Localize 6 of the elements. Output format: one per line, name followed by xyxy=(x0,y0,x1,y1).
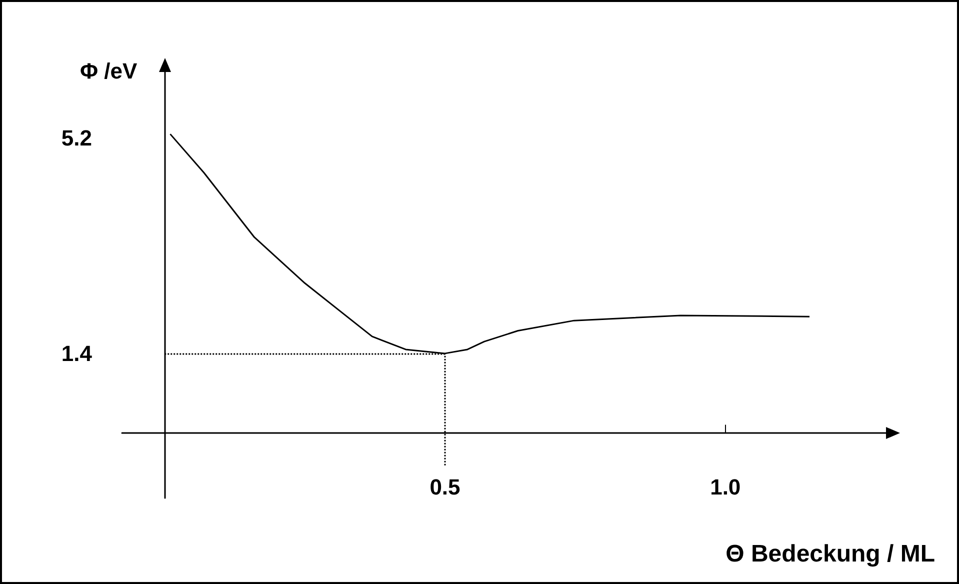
x-tick-label: 0.5 xyxy=(430,474,460,500)
y-tick-label: 5.2 xyxy=(61,126,92,151)
x-axis-title: Θ Bedeckung / ML xyxy=(726,540,936,568)
y-tick-label: 1.4 xyxy=(61,340,93,366)
y-axis-title: Φ /eV xyxy=(80,58,138,84)
x-tick-label: 1.0 xyxy=(710,474,741,500)
